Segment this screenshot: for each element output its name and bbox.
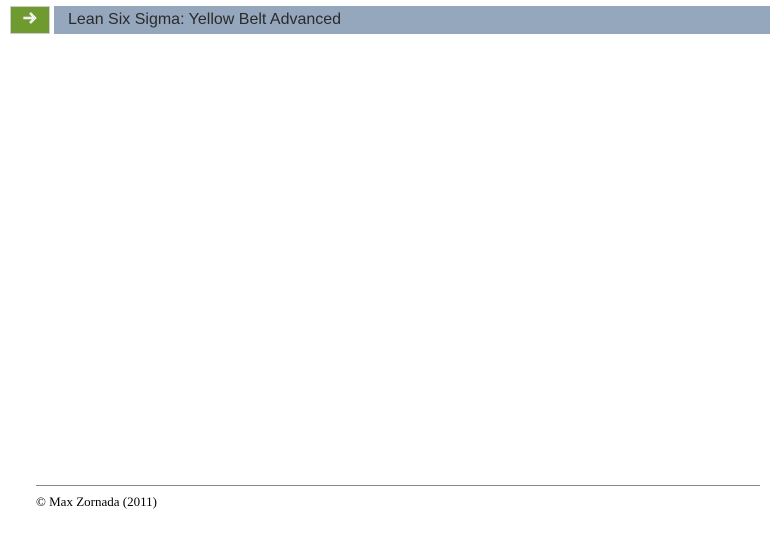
footer-copyright: © Max Zornada (2011) [36,494,157,510]
page-title: Lean Six Sigma: Yellow Belt Advanced [68,11,341,29]
title-bar: Lean Six Sigma: Yellow Belt Advanced [54,6,770,34]
header-bar: Lean Six Sigma: Yellow Belt Advanced [10,6,770,34]
header-icon-box [10,6,50,34]
arrow-right-icon [20,8,40,33]
footer-divider [36,485,760,486]
